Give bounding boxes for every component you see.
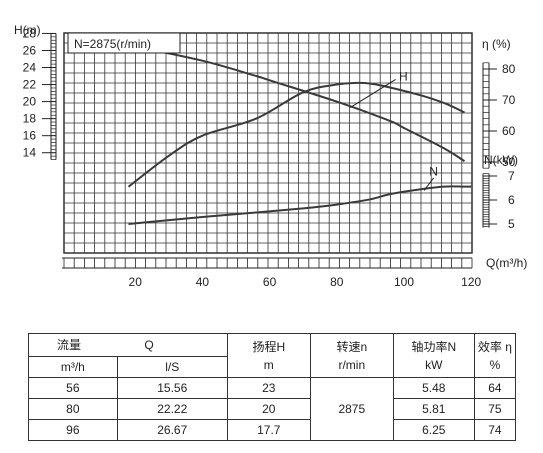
flow-ls-cell: 22.22 <box>116 398 228 420</box>
flow-header: 流量 <box>56 338 81 352</box>
power-tick-label: 6 <box>508 193 515 207</box>
x-tick-label: 60 <box>263 275 277 289</box>
efficiency-tick-label: 50 <box>502 155 516 169</box>
power-cell: 5.48 <box>392 377 475 399</box>
flow-unit-ls: l/S <box>116 356 228 378</box>
efficiency-cell: 64 <box>473 377 517 399</box>
head-header: 扬程H <box>252 339 286 354</box>
head-tick-label: 16 <box>23 129 37 143</box>
x-axis-label: Q(m³/h) <box>486 256 527 270</box>
speed-unit: r/min <box>338 357 366 372</box>
flow-unit-m3h: m³/h <box>28 356 118 378</box>
power-curve-label: N <box>429 165 438 179</box>
x-tick-label: 40 <box>196 275 210 289</box>
head-tick-label: 20 <box>23 95 37 109</box>
pump-spec-table: 流量 Q 扬程H m 转速n r/min 轴功率N kW 效率 η % m³/h … <box>28 333 517 441</box>
efficiency-unit: % <box>489 357 501 372</box>
head-axis-label: H(m) <box>14 23 41 37</box>
pump-performance-chart: 20 40 60 80 100 120 14 16 18 20 22 24 26 28 50 60 70 80 5 6… <box>14 23 527 289</box>
chart-grid <box>63 32 473 254</box>
table-header-row: 流量 Q 扬程H m 转速n r/min 轴功率N kW 效率 η % <box>28 333 517 378</box>
flow-header-cell: 流量 Q <box>28 333 228 357</box>
power-axis-label: N(kW) <box>484 153 518 167</box>
table-row: 80 22.22 20 5.81 75 <box>28 398 517 420</box>
speed-annotation: N=2875(r/min) <box>74 37 151 51</box>
flow-m3h-cell: 80 <box>28 398 118 420</box>
head-curve-leader <box>349 79 396 108</box>
head-tick-label: 22 <box>23 78 37 92</box>
power-tick-label: 5 <box>508 217 515 231</box>
power-unit: kW <box>425 357 443 372</box>
head-tick-label: 26 <box>23 43 37 57</box>
speed-header: 转速n <box>336 339 368 354</box>
power-cell: 5.81 <box>392 398 475 420</box>
chart-labels: 20 40 60 80 100 120 14 16 18 20 22 24 26 28 50 60 70 80 5 6… <box>23 26 516 289</box>
speed-header-cell: 转速n r/min <box>309 333 394 378</box>
flow-ls-cell: 15.56 <box>116 377 228 399</box>
x-tick-label: 120 <box>461 275 481 289</box>
efficiency-header-cell: 效率 η % <box>473 333 517 378</box>
head-curve-label: H <box>399 69 408 83</box>
head-cell: 17.7 <box>226 419 311 441</box>
power-curve <box>128 185 472 225</box>
table-row: 96 26.67 17.7 6.25 74 <box>28 419 517 441</box>
head-cell: 23 <box>226 377 311 399</box>
efficiency-tick-label: 70 <box>502 93 516 107</box>
power-header-cell: 轴功率N kW <box>392 333 475 378</box>
table-row: 56 15.56 23 2875 5.48 64 <box>28 377 517 441</box>
head-tick-label: 18 <box>23 112 37 126</box>
power-curve-leader <box>423 177 434 191</box>
power-cell: 6.25 <box>392 419 475 441</box>
flow-q-header: Q <box>144 338 154 352</box>
x-tick-label: 80 <box>330 275 344 289</box>
x-tick-label: 20 <box>129 275 143 289</box>
flow-m3h-cell: 56 <box>28 377 118 399</box>
flow-ls-cell: 26.67 <box>116 419 228 441</box>
head-tick-label: 14 <box>23 146 37 160</box>
chart-axes <box>42 32 497 269</box>
efficiency-cell: 75 <box>473 398 517 420</box>
head-tick-label: 28 <box>23 26 37 40</box>
efficiency-tick-label: 80 <box>502 62 516 76</box>
speed-annotation-box <box>67 32 181 54</box>
power-tick-label: 7 <box>508 169 515 183</box>
efficiency-tick-label: 60 <box>502 124 516 138</box>
head-tick-label: 24 <box>23 61 37 75</box>
speed-cell: 2875 <box>309 377 394 441</box>
power-header: 轴功率N <box>411 339 457 354</box>
efficiency-curve <box>127 81 465 188</box>
efficiency-cell: 74 <box>473 419 517 441</box>
head-header-cell: 扬程H m <box>226 333 311 378</box>
x-tick-label: 100 <box>394 275 414 289</box>
efficiency-axis-label: η (%) <box>482 37 511 51</box>
efficiency-header: 效率 η <box>477 339 512 354</box>
head-cell: 20 <box>226 398 311 420</box>
flow-m3h-cell: 96 <box>28 419 118 441</box>
head-unit: m <box>263 357 274 372</box>
